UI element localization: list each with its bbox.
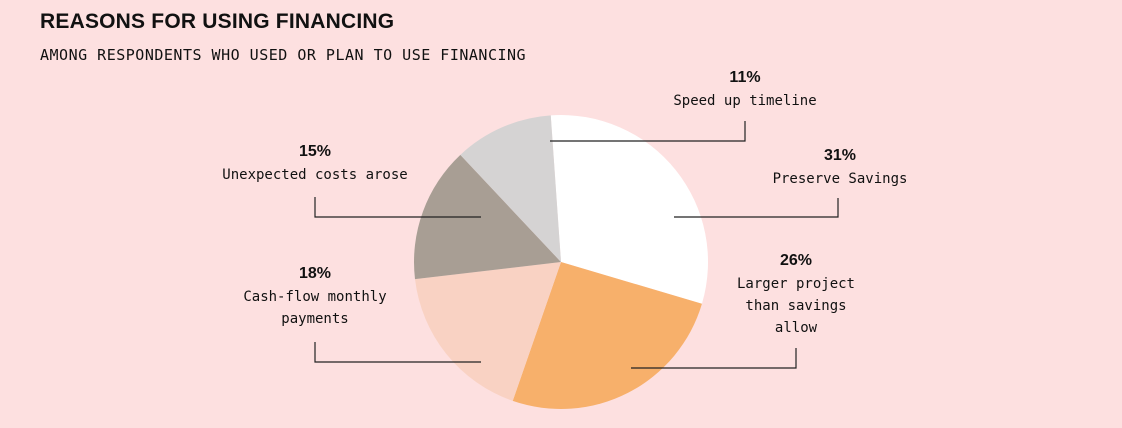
pie-slice-0 — [550, 115, 708, 304]
label-preserve-savings: 31% Preserve Savings — [760, 145, 920, 190]
leader-line-3 — [314, 197, 481, 218]
pie-slice-4 — [460, 115, 561, 262]
slice-text-label: Preserve Savings — [772, 171, 908, 187]
label-cash-flow: 18% Cash-flow monthly payments — [230, 263, 400, 330]
pie-slice-3 — [414, 154, 561, 280]
slice-pct-label: 18% — [298, 265, 332, 282]
chart-title: REASONS FOR USING FINANCING — [40, 10, 395, 33]
slice-pct-label: 31% — [823, 147, 857, 164]
label-unexpected-costs: 15% Unexpected costs arose — [205, 141, 425, 186]
label-speed-up: 11% Speed up timeline — [650, 67, 840, 112]
leader-line-4 — [550, 121, 746, 142]
pie-slice-2 — [415, 262, 561, 401]
slice-text-label: Larger project than savings allow — [736, 276, 855, 336]
slice-pct-label: 11% — [729, 69, 761, 86]
chart-subtitle: AMONG RESPONDENTS WHO USED OR PLAN TO US… — [40, 46, 527, 64]
leader-line-0 — [674, 198, 839, 218]
slice-text-label: Cash-flow monthly payments — [243, 289, 387, 327]
pie-slice-1 — [512, 262, 702, 410]
slice-pct-label: 15% — [298, 143, 332, 160]
label-larger-project: 26% Larger project than savings allow — [726, 250, 866, 339]
leader-line-2 — [314, 342, 481, 363]
slice-text-label: Speed up timeline — [673, 93, 817, 109]
leader-line-1 — [631, 348, 797, 369]
slice-pct-label: 26% — [779, 252, 813, 269]
slice-text-label: Unexpected costs arose — [222, 167, 408, 183]
